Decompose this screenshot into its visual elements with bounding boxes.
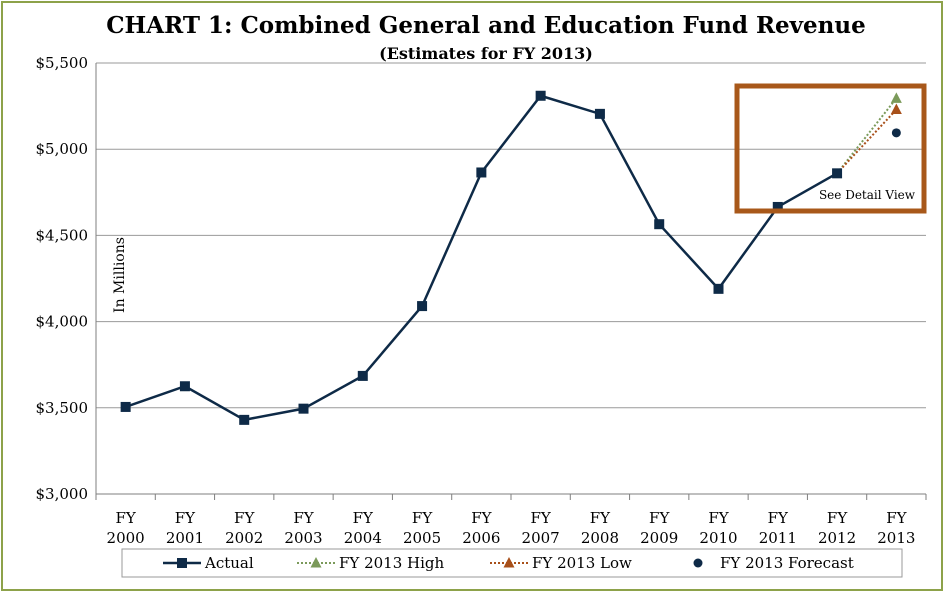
- x-tick-label-line2: 2000: [107, 529, 145, 547]
- x-tick-label-line2: 2013: [877, 529, 915, 547]
- x-tick-label-line2: 2007: [522, 529, 560, 547]
- data-point-forecast: [891, 128, 901, 138]
- x-tick-label-line1: FY: [412, 509, 433, 527]
- data-point-actual: [120, 401, 131, 412]
- x-tick-label-line2: 2001: [166, 529, 204, 547]
- x-tick-label-line1: FY: [768, 509, 789, 527]
- series-layer: [120, 90, 902, 425]
- data-point-actual: [239, 414, 250, 425]
- x-tick-label-line2: 2008: [581, 529, 619, 547]
- data-point-actual: [832, 168, 843, 179]
- legend-label-fy-2013-forecast: FY 2013 Forecast: [720, 554, 854, 572]
- y-tick-label: $3,500: [36, 399, 89, 417]
- x-tick-label-line2: 2011: [759, 529, 797, 547]
- data-point-actual: [417, 301, 428, 312]
- x-tick-label-line1: FY: [708, 509, 729, 527]
- x-tick-label-line1: FY: [175, 509, 196, 527]
- legend-label-fy-2013-low: FY 2013 Low: [532, 554, 632, 572]
- data-point-actual: [535, 90, 546, 101]
- gridlines: [95, 62, 927, 500]
- legend: Actual FY 2013 High FY 2013 Low FY 2013 For…: [121, 548, 903, 578]
- x-tick-label-line1: FY: [115, 509, 136, 527]
- legend-swatch-marker-fy-2013-forecast: [693, 558, 703, 568]
- detail-view-label: See Detail View: [819, 188, 916, 202]
- x-tick-label-line2: 2006: [462, 529, 500, 547]
- legend-swatch-marker-actual: [177, 558, 187, 568]
- x-tick-label-line2: 2012: [818, 529, 856, 547]
- y-tick-label: $5,000: [36, 140, 89, 158]
- x-tick-label-line1: FY: [886, 509, 907, 527]
- x-tick-label-line1: FY: [649, 509, 670, 527]
- x-tick-label-line2: 2009: [640, 529, 678, 547]
- data-point-actual: [357, 370, 368, 381]
- series-line-fy-2013-high: [836, 97, 898, 174]
- y-tick-label: $4,000: [36, 313, 89, 331]
- legend-swatch-marker-fy-2013-low: [503, 557, 515, 568]
- y-tick-label: $4,500: [36, 226, 89, 244]
- chart-subtitle: (Estimates for FY 2013): [379, 44, 593, 63]
- y-axis-label: In Millions: [112, 237, 128, 313]
- data-point-actual: [654, 219, 665, 230]
- detail-view-annotation: See Detail View: [734, 83, 927, 214]
- x-tick-label-line2: 2004: [344, 529, 382, 547]
- triangle-marker-fy-2013-high: [890, 92, 902, 103]
- x-tick-label-line1: FY: [293, 509, 314, 527]
- x-tick-label-line2: 2010: [699, 529, 737, 547]
- x-tick-label-line2: 2005: [403, 529, 441, 547]
- series-line-fy-2013-low: [836, 108, 898, 175]
- y-tick-label: $5,500: [36, 54, 89, 72]
- x-tick-label-line1: FY: [234, 509, 255, 527]
- x-tick-label-line1: FY: [530, 509, 551, 527]
- x-axis-tick-labels: FY 2000 FY 2001 FY 2002 FY 2003 FY 2004 FY 2005 FY 20…: [107, 509, 916, 547]
- legend-label-fy-2013-high: FY 2013 High: [339, 554, 445, 572]
- data-point-actual: [772, 201, 783, 212]
- legend-label-actual: Actual: [204, 554, 254, 572]
- triangle-marker-fy-2013-low: [890, 103, 902, 115]
- x-tick-label-line1: FY: [590, 509, 611, 527]
- x-tick-label-line2: 2003: [284, 529, 322, 547]
- data-point-actual: [594, 108, 605, 119]
- detail-view-box: [734, 83, 927, 214]
- x-tick-label-line1: FY: [827, 509, 848, 527]
- chart-title: CHART 1: Combined General and Education …: [106, 12, 866, 39]
- data-point-actual: [713, 283, 724, 294]
- data-point-actual: [179, 381, 190, 392]
- legend-swatch-marker-fy-2013-high: [310, 557, 322, 568]
- data-point-actual: [476, 167, 487, 178]
- y-tick-label: $3,000: [36, 485, 89, 503]
- data-point-actual: [298, 403, 309, 414]
- x-tick-label-line2: 2002: [225, 529, 263, 547]
- x-tick-label-line1: FY: [353, 509, 374, 527]
- series-line-actual: [125, 94, 838, 422]
- x-tick-label-line1: FY: [471, 509, 492, 527]
- y-axis-tick-labels: $3,000 $3,500 $4,000 $4,500 $5,000 $5,500: [36, 54, 89, 503]
